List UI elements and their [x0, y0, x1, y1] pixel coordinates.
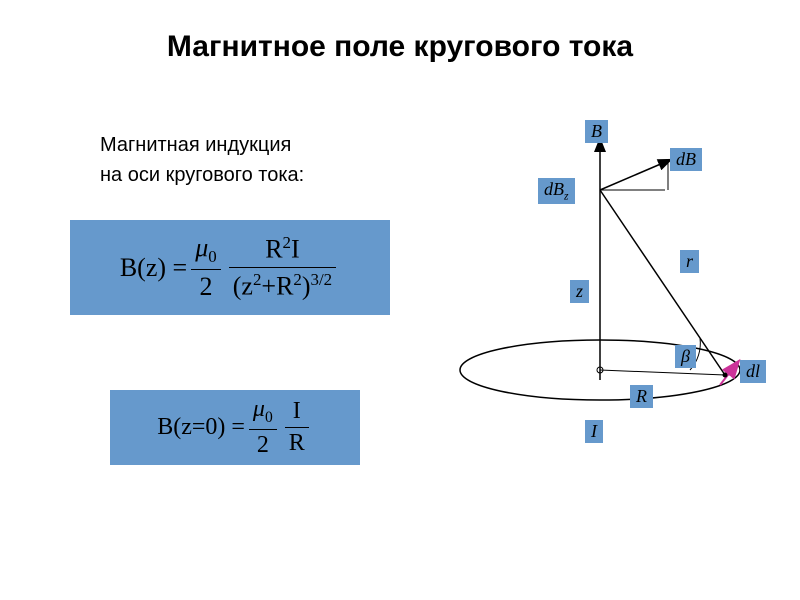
- subtitle-line1: Магнитная индукция: [100, 130, 304, 160]
- subtitle: Магнитная индукция на оси кругового тока…: [100, 130, 304, 190]
- label-B-text: B: [591, 121, 602, 141]
- f1-R2b: 2: [293, 270, 301, 289]
- f2-mu-sub: 0: [265, 409, 273, 426]
- label-z-text: z: [576, 281, 583, 301]
- label-r-text: r: [686, 251, 693, 271]
- label-I: I: [585, 420, 603, 443]
- formula1-lhs: B(z) =: [120, 253, 187, 283]
- f2-den2: 2: [249, 429, 277, 459]
- f1-den2: 2: [191, 269, 221, 302]
- diagram-container: B dB dBz r z β dl R I: [440, 120, 780, 460]
- R-line: [600, 370, 725, 375]
- label-beta-text: β: [681, 346, 690, 366]
- f1-R2: 2: [283, 233, 291, 252]
- label-dl: dl: [740, 360, 766, 383]
- formula-box-bz0: B(z=0) = μ0 2 I R: [110, 390, 360, 465]
- formula1-frac2: R2I (z2+R2)3/2: [229, 233, 336, 301]
- f1-mu-sub: 0: [208, 247, 216, 266]
- dB-vector: [600, 160, 670, 190]
- label-dl-text: dl: [746, 361, 760, 381]
- label-B: B: [585, 120, 608, 143]
- label-I-text: I: [591, 421, 597, 441]
- label-R: R: [630, 385, 653, 408]
- label-R-text: R: [636, 386, 647, 406]
- label-dB: dB: [670, 148, 702, 171]
- label-dB-text: dB: [676, 149, 696, 169]
- formula-box-bz: B(z) = μ0 2 R2I (z2+R2)3/2: [70, 220, 390, 315]
- label-z: z: [570, 280, 589, 303]
- label-beta: β: [675, 345, 696, 368]
- formula2-lhs: B(z=0) =: [157, 414, 245, 441]
- f1-I: I: [291, 235, 300, 264]
- formula1-frac1: μ0 2: [191, 233, 221, 302]
- f1-R: R: [265, 235, 282, 264]
- subtitle-line2: на оси кругового тока:: [100, 160, 304, 190]
- f2-mu: μ: [253, 396, 265, 422]
- f1-z: z: [241, 272, 253, 301]
- f1-plusR: +R: [261, 272, 293, 301]
- f2-I: I: [285, 398, 309, 427]
- formula2-frac2: I R: [285, 398, 309, 457]
- f1-close: ): [302, 272, 311, 301]
- label-dBz-sub: z: [564, 190, 569, 203]
- f1-mu: μ: [195, 233, 208, 262]
- label-dBz: dBz: [538, 178, 575, 204]
- label-r: r: [680, 250, 699, 273]
- r-line: [600, 190, 725, 375]
- page-title: Магнитное поле кругового тока: [0, 30, 800, 64]
- dl-dot: [723, 373, 728, 378]
- f2-R: R: [285, 427, 309, 457]
- label-dBz-text: dB: [544, 179, 564, 199]
- diagram-svg: [440, 120, 780, 460]
- formula2-frac1: μ0 2: [249, 396, 277, 459]
- f1-32: 3/2: [311, 270, 333, 289]
